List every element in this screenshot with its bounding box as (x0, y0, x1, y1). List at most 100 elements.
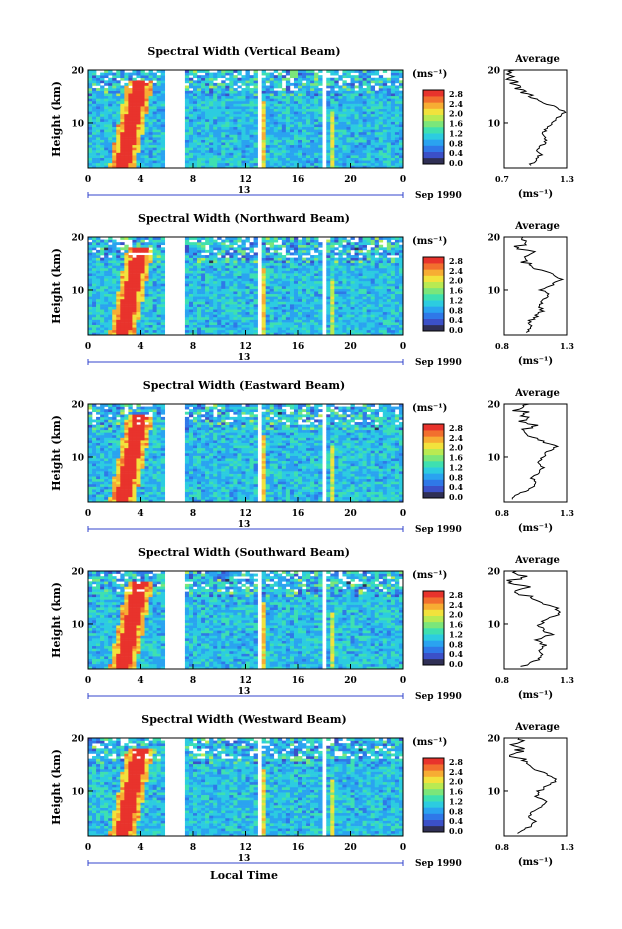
average-title: Average (514, 388, 560, 399)
x-tick-label: 20 (344, 676, 357, 686)
average-x-tick-label: 0.8 (495, 842, 509, 852)
date-month-label: Sep 1990 (415, 692, 462, 702)
colorbar-segment (423, 127, 444, 134)
date-month-label: Sep 1990 (415, 191, 462, 201)
x-tick-label: 12 (239, 676, 252, 686)
x-tick-label: 4 (137, 175, 143, 185)
colorbar-segment (423, 151, 444, 159)
average-title: Average (514, 54, 560, 65)
colorbar-segment (423, 436, 444, 443)
colorbar-segment (423, 263, 444, 270)
average-title: Average (514, 722, 560, 733)
colorbar-segment (423, 658, 444, 666)
colorbar-segment (423, 467, 444, 474)
date-day-label: 13 (238, 520, 251, 530)
y-axis-label: Height (km) (50, 248, 63, 324)
colorbar-tick-label: 1.6 (449, 119, 463, 129)
x-tick-label: 0 (85, 843, 91, 853)
average-profile: Average 10 20 0.7 1.3 (ms⁻¹) (487, 54, 574, 200)
x-tick-label: 0 (400, 509, 406, 519)
colorbar-tick-label: 2.4 (449, 266, 463, 276)
colorbar-segment (423, 813, 444, 820)
x-tick-label: 12 (239, 175, 252, 185)
colorbar-segment (423, 281, 444, 289)
y-tick-label: 20 (71, 67, 84, 77)
y-tick-label: 20 (71, 234, 84, 244)
colorbar-segment (423, 628, 444, 635)
colorbar-tick-label: 1.6 (449, 453, 463, 463)
colorbar-segment (423, 776, 444, 783)
colorbar-tick-label: 1.6 (449, 620, 463, 630)
heatmap-cells (88, 571, 404, 670)
x-tick-label: 4 (137, 676, 143, 686)
colorbar-segment (423, 621, 444, 629)
colorbar: (ms⁻¹) 0.00.40.81.21.62.02.42.8 (412, 236, 463, 335)
average-x-tick-label: 0.8 (495, 341, 509, 351)
colorbar: (ms⁻¹) 0.00.40.81.21.62.02.42.8 (412, 403, 463, 502)
colorbar-tick-label: 2.4 (449, 600, 463, 610)
date-day-label: 13 (238, 353, 251, 363)
colorbar-tick-label: 2.0 (449, 109, 463, 119)
x-tick-label: 20 (344, 342, 357, 352)
average-x-tick-label: 1.3 (560, 675, 574, 685)
colorbar-segment (423, 597, 444, 604)
panel-4: Spectral Width (Southward Beam) 10 20 Heigh… (50, 546, 574, 702)
average-y-tick-label: 10 (487, 119, 500, 129)
panel-title: Spectral Width (Eastward Beam) (143, 379, 345, 392)
colorbar-tick-label: 2.0 (449, 276, 463, 286)
y-tick-label: 20 (71, 401, 84, 411)
average-x-tick-label: 0.8 (495, 675, 509, 685)
x-tick-label: 12 (239, 342, 252, 352)
colorbar-frame (422, 256, 445, 332)
average-y-tick-label: 20 (487, 234, 500, 244)
colorbar-segment (423, 430, 444, 437)
date-month-label: Sep 1990 (415, 358, 462, 368)
colorbar-unit-label: (ms⁻¹) (412, 570, 447, 581)
panel-1: Spectral Width (Vertical Beam) 10 20 Height… (50, 45, 574, 201)
heatmap-cells (88, 738, 404, 837)
colorbar-segment (423, 257, 444, 264)
colorbar-segment (423, 145, 444, 152)
colorbar-segment (423, 96, 444, 103)
colorbar-segment (423, 454, 444, 462)
colorbar-tick-label: 0.0 (449, 659, 463, 669)
x-tick-label: 0 (85, 509, 91, 519)
average-frame (503, 236, 568, 336)
average-profile-line (508, 737, 558, 834)
colorbar-segment (423, 634, 444, 641)
colorbar-tick-label: 0.4 (449, 482, 463, 492)
colorbar-tick-label: 2.0 (449, 443, 463, 453)
colorbar-segment (423, 591, 444, 598)
colorbar: (ms⁻¹) 0.00.40.81.21.62.02.42.8 (412, 570, 463, 669)
colorbar-tick-label: 1.2 (449, 796, 463, 806)
colorbar-segment (423, 287, 444, 295)
colorbar-segment (423, 609, 444, 616)
average-x-tick-label: 1.3 (560, 174, 574, 184)
colorbar-tick-label: 2.8 (449, 590, 463, 600)
colorbar-segment (423, 479, 444, 486)
panel-title: Spectral Width (Northward Beam) (138, 212, 350, 225)
x-tick-label: 0 (400, 175, 406, 185)
colorbar-segment (423, 120, 444, 128)
colorbar-segment (423, 764, 444, 771)
colorbar-segment (423, 795, 444, 802)
colorbar-tick-label: 0.8 (449, 138, 463, 148)
colorbar-tick-label: 0.4 (449, 816, 463, 826)
colorbar-segment (423, 139, 444, 146)
average-frame (503, 570, 568, 670)
colorbar-segment (423, 448, 444, 456)
average-x-tick-label: 1.3 (560, 842, 574, 852)
average-profile-line (506, 570, 562, 667)
colorbar-segment (423, 603, 444, 610)
colorbar-segment (423, 102, 444, 109)
colorbar-segment (423, 485, 444, 493)
colorbar-frame (422, 89, 445, 165)
colorbar-tick-label: 0.8 (449, 305, 463, 315)
x-tick-label: 0 (85, 342, 91, 352)
colorbar-tick-label: 2.0 (449, 777, 463, 787)
x-tick-label: 12 (239, 843, 252, 853)
colorbar-tick-label: 0.8 (449, 639, 463, 649)
colorbar: (ms⁻¹) 0.00.40.81.21.62.02.42.8 (412, 69, 463, 168)
x-tick-label: 20 (344, 509, 357, 519)
colorbar-segment (423, 652, 444, 660)
